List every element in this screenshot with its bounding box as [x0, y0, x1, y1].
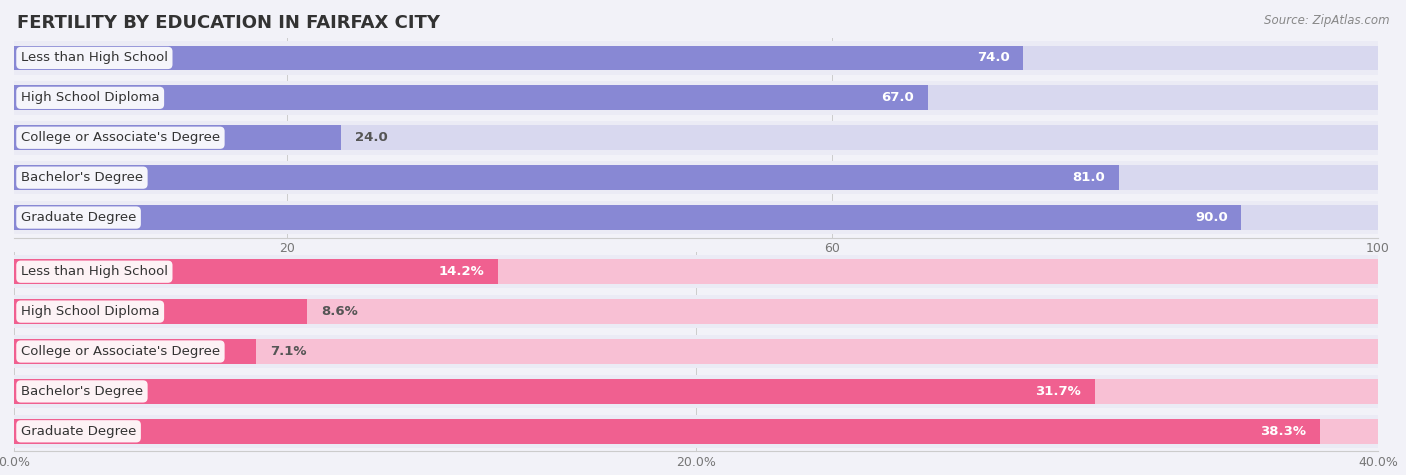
- Text: High School Diploma: High School Diploma: [21, 305, 159, 318]
- Text: Less than High School: Less than High School: [21, 51, 167, 65]
- Bar: [14, 41, 1378, 75]
- Text: Bachelor's Degree: Bachelor's Degree: [21, 385, 143, 398]
- Bar: [14, 81, 1378, 114]
- Bar: [14, 295, 1378, 328]
- Bar: [14, 165, 1378, 190]
- Bar: [14, 86, 928, 110]
- Bar: [14, 125, 1378, 150]
- Bar: [14, 335, 1378, 368]
- Text: 24.0: 24.0: [354, 131, 388, 144]
- Bar: [14, 299, 1378, 324]
- Text: 81.0: 81.0: [1073, 171, 1105, 184]
- Bar: [14, 259, 1378, 284]
- Bar: [14, 419, 1320, 444]
- Bar: [14, 379, 1095, 404]
- Text: 7.1%: 7.1%: [270, 345, 307, 358]
- Bar: [14, 255, 1378, 288]
- Text: 90.0: 90.0: [1195, 211, 1227, 224]
- Bar: [14, 379, 1378, 404]
- Bar: [14, 259, 498, 284]
- Bar: [14, 121, 1378, 154]
- Text: Graduate Degree: Graduate Degree: [21, 425, 136, 438]
- Text: Less than High School: Less than High School: [21, 265, 167, 278]
- Text: FERTILITY BY EDUCATION IN FAIRFAX CITY: FERTILITY BY EDUCATION IN FAIRFAX CITY: [17, 14, 440, 32]
- Text: 31.7%: 31.7%: [1035, 385, 1081, 398]
- Text: 38.3%: 38.3%: [1260, 425, 1306, 438]
- Bar: [14, 205, 1378, 230]
- Bar: [14, 415, 1378, 448]
- Bar: [14, 339, 256, 364]
- Text: Source: ZipAtlas.com: Source: ZipAtlas.com: [1264, 14, 1389, 27]
- Bar: [14, 165, 1119, 190]
- Bar: [14, 125, 342, 150]
- Bar: [14, 299, 308, 324]
- Bar: [14, 375, 1378, 408]
- Bar: [14, 201, 1378, 234]
- Text: Bachelor's Degree: Bachelor's Degree: [21, 171, 143, 184]
- Text: 74.0: 74.0: [977, 51, 1010, 65]
- Text: College or Associate's Degree: College or Associate's Degree: [21, 345, 219, 358]
- Bar: [14, 86, 1378, 110]
- Bar: [14, 205, 1241, 230]
- Bar: [14, 46, 1378, 70]
- Text: High School Diploma: High School Diploma: [21, 91, 159, 104]
- Bar: [14, 46, 1024, 70]
- Bar: [14, 161, 1378, 194]
- Text: 14.2%: 14.2%: [439, 265, 485, 278]
- Bar: [14, 419, 1378, 444]
- Text: 8.6%: 8.6%: [321, 305, 357, 318]
- Text: College or Associate's Degree: College or Associate's Degree: [21, 131, 219, 144]
- Text: Graduate Degree: Graduate Degree: [21, 211, 136, 224]
- Bar: [14, 339, 1378, 364]
- Text: 67.0: 67.0: [882, 91, 914, 104]
